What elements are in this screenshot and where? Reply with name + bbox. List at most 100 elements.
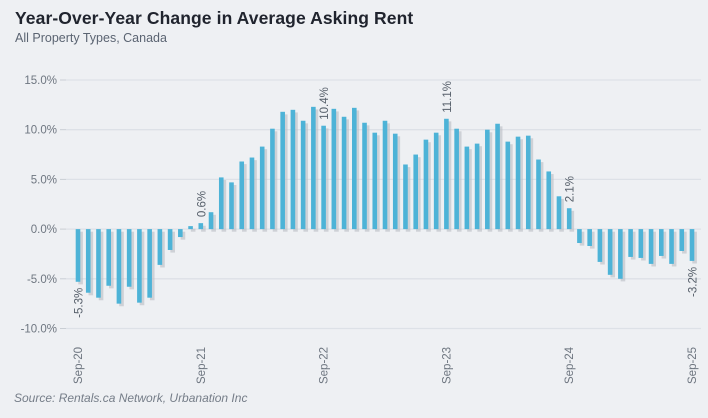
chart-bar xyxy=(188,226,193,230)
chart-bar xyxy=(505,141,511,230)
chart-bar xyxy=(423,139,429,230)
bar-shadow xyxy=(600,231,605,265)
bar-shadow xyxy=(170,231,175,253)
bar-shadow xyxy=(109,231,114,289)
bar-shadow xyxy=(467,149,472,232)
chart-bar xyxy=(474,143,480,230)
bar-shadow xyxy=(313,109,319,232)
bar-shadow xyxy=(364,125,370,232)
chart-bar xyxy=(331,108,337,230)
bar-shadow xyxy=(610,231,616,278)
x-axis-label: Sep-21 xyxy=(196,347,208,384)
chart-bar xyxy=(556,196,562,230)
bar-shadow xyxy=(303,123,309,232)
x-axis-label: Sep-23 xyxy=(441,347,453,384)
bar-shadow xyxy=(293,112,298,232)
bar-shadow xyxy=(559,198,564,232)
bar-shadow xyxy=(139,231,145,306)
bar-shadow xyxy=(323,128,329,232)
bar-shadow xyxy=(221,180,227,232)
chart-bar xyxy=(464,146,470,230)
bar-shadow xyxy=(477,146,482,232)
chart-bar xyxy=(147,229,152,298)
bar-shadow xyxy=(641,231,646,261)
bar-shadow xyxy=(385,123,390,232)
bar-shadow xyxy=(651,231,656,267)
bar-shadow xyxy=(354,110,360,232)
chart-bar xyxy=(362,122,367,230)
value-annotation: 2.1% xyxy=(565,176,577,202)
chart-bar xyxy=(628,229,633,257)
bar-shadow xyxy=(569,210,575,232)
value-annotation: -3.2% xyxy=(688,267,700,297)
chart-bar xyxy=(495,123,500,230)
bar-shadow xyxy=(149,231,155,301)
bar-shadow xyxy=(211,214,216,232)
bar-shadow xyxy=(262,149,268,232)
x-axis-label: Sep-24 xyxy=(564,346,576,384)
chart-bar xyxy=(137,229,142,303)
bar-shadow xyxy=(682,231,687,254)
chart-bar xyxy=(311,106,316,230)
chart-bar xyxy=(546,171,552,230)
chart-bar xyxy=(587,229,592,246)
chart-bar xyxy=(444,118,449,230)
bar-shadow xyxy=(630,231,636,260)
chart-bar xyxy=(270,128,275,230)
bar-shadow xyxy=(344,119,349,232)
chart-bar xyxy=(167,229,173,250)
bar-shadow xyxy=(405,167,411,232)
chart-bar xyxy=(229,182,234,230)
bar-shadow xyxy=(589,231,595,249)
chart-bar xyxy=(126,229,132,287)
chart-bar xyxy=(218,177,224,230)
chart-bar xyxy=(382,120,388,230)
chart-bar xyxy=(249,157,255,230)
bar-shadow xyxy=(661,231,667,259)
bar-shadow xyxy=(395,136,401,232)
chart-bar xyxy=(208,212,214,230)
chart-bar xyxy=(597,229,603,262)
value-annotation: 11.1% xyxy=(442,81,454,113)
x-axis-label: Sep-22 xyxy=(319,347,331,384)
chart-bar xyxy=(352,107,357,230)
chart-bar xyxy=(536,159,541,230)
chart-bar xyxy=(341,116,347,230)
bar-shadow xyxy=(201,225,206,232)
chart-bar xyxy=(96,229,101,298)
chart-bar xyxy=(669,229,674,264)
bar-shadow xyxy=(160,231,165,268)
bar-shadow xyxy=(671,231,677,267)
y-axis-label: 15.0% xyxy=(24,75,57,87)
bar-shadow xyxy=(88,231,94,296)
bar-shadow xyxy=(456,131,462,232)
bar-shadow xyxy=(620,231,626,282)
source-attribution: Source: Rentals.ca Network, Urbanation I… xyxy=(14,391,248,405)
bar-shadow xyxy=(252,160,257,232)
chart-bar xyxy=(577,229,582,244)
value-annotation: 10.4% xyxy=(319,87,331,120)
chart-bar xyxy=(454,128,459,230)
y-axis-label: 10.0% xyxy=(24,125,57,137)
chart-bar xyxy=(280,111,285,230)
y-axis-label: -5.0% xyxy=(27,274,57,286)
chart-bar xyxy=(618,229,623,279)
chart-bar xyxy=(525,135,531,230)
chart-title: Year-Over-Year Change in Average Asking … xyxy=(15,8,414,28)
chart-bar xyxy=(259,146,265,230)
value-annotation: -5.3% xyxy=(74,288,86,318)
bar-shadow xyxy=(508,144,513,232)
bar-shadow xyxy=(579,231,585,246)
chart-bar xyxy=(659,229,664,256)
y-axis-label: -10.0% xyxy=(21,324,57,336)
chart-subtitle: All Property Types, Canada xyxy=(15,31,167,45)
chart-bar xyxy=(116,229,122,304)
bar-shadow xyxy=(426,142,431,232)
chart-bar xyxy=(689,229,695,261)
bar-shadow xyxy=(375,135,380,232)
bar-shadow xyxy=(78,231,83,285)
chart-bar xyxy=(178,229,183,238)
chart-bar xyxy=(403,164,408,230)
